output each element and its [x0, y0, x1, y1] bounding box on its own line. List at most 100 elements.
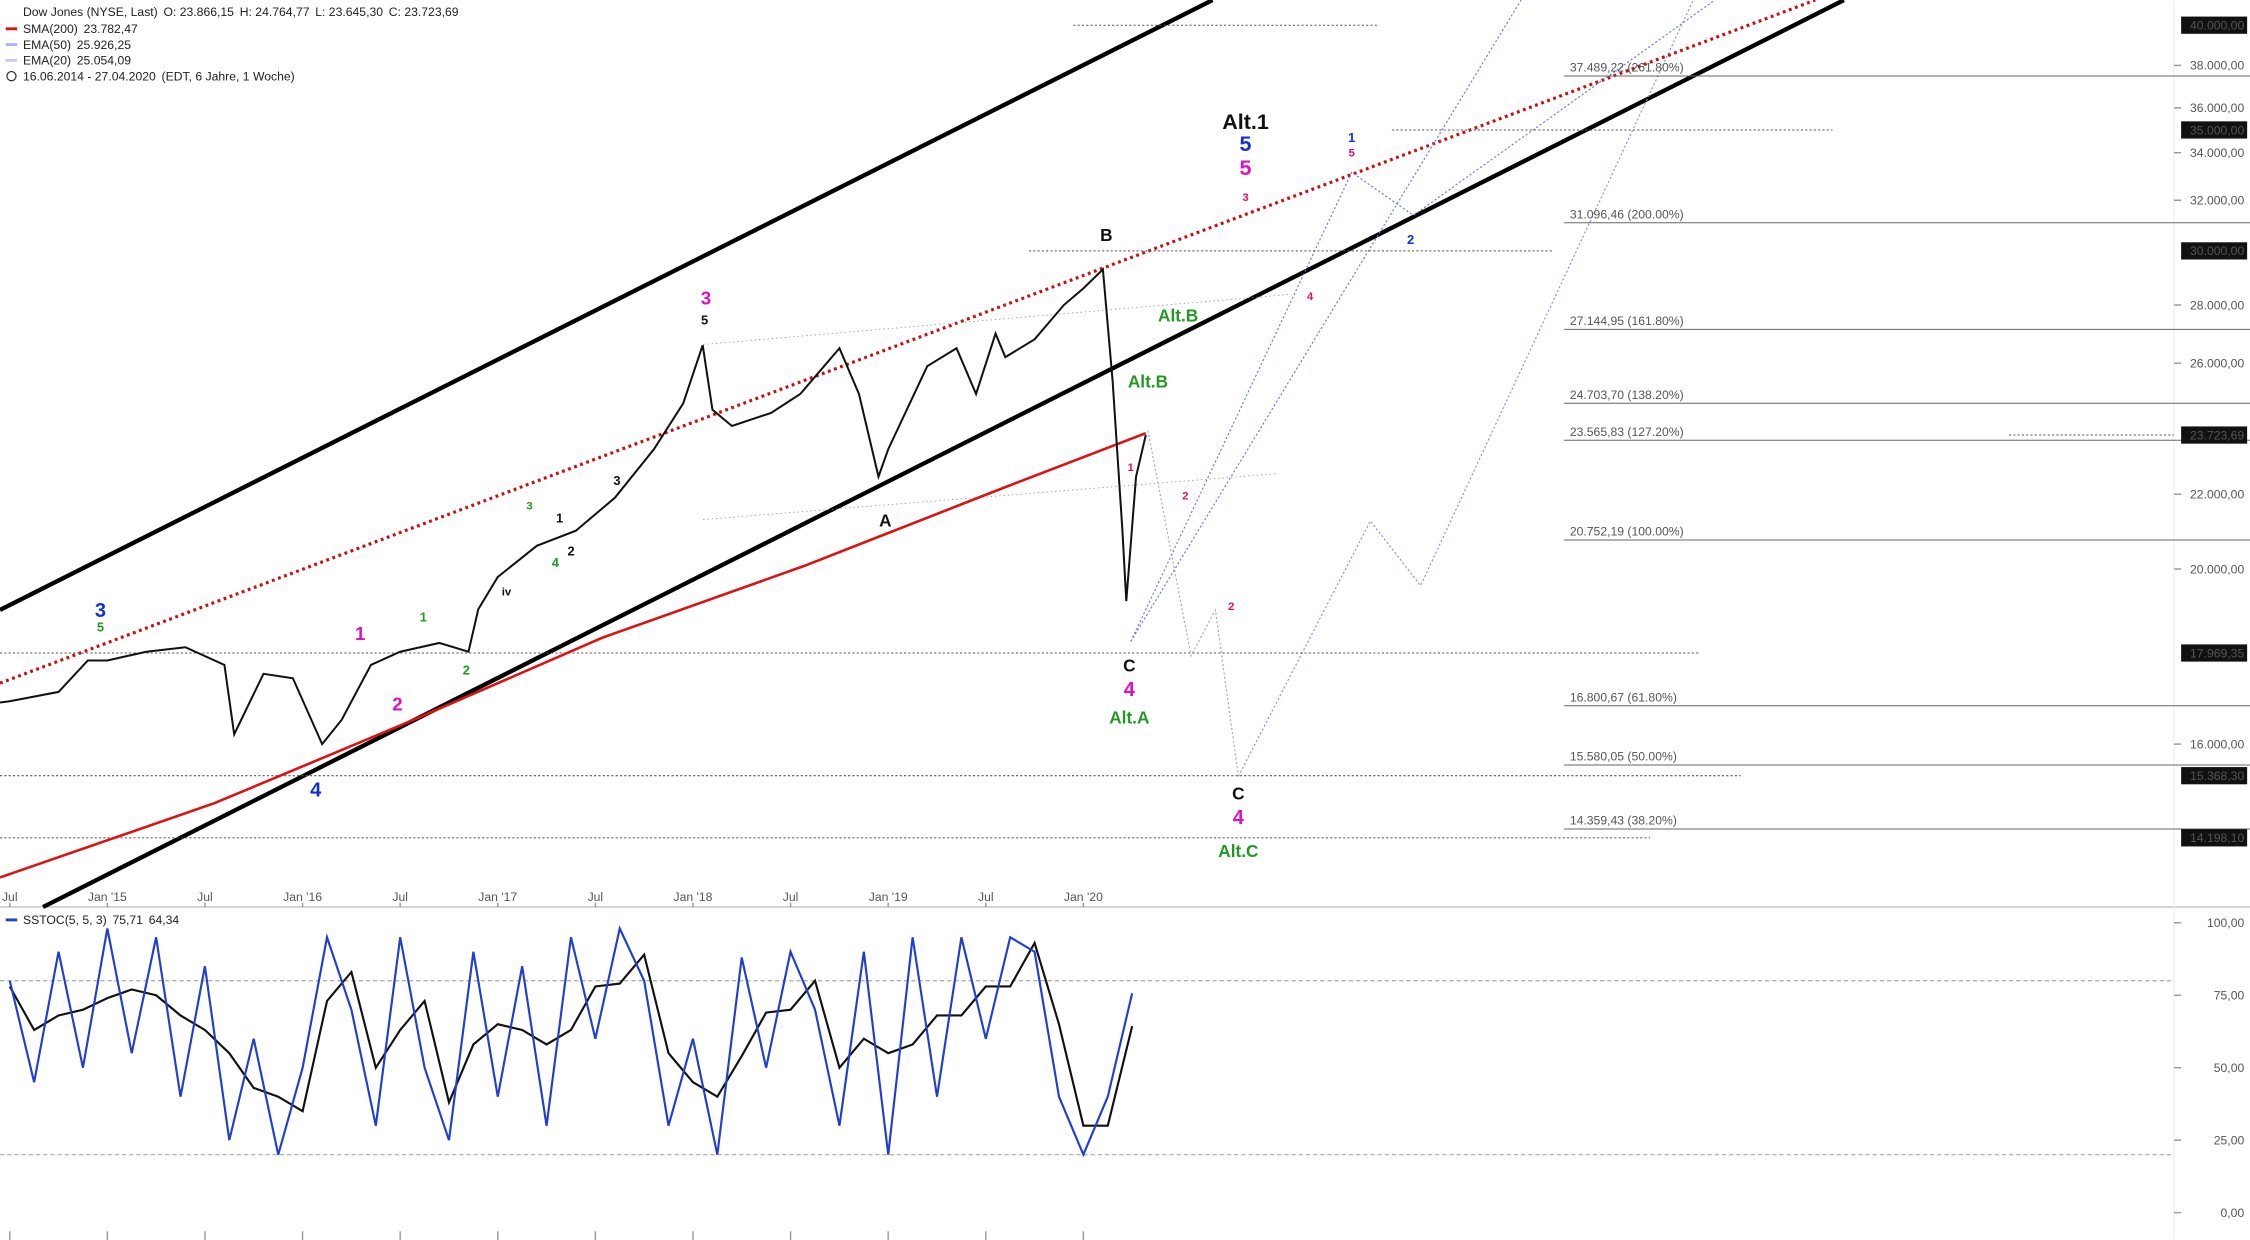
wave-label: 3 — [526, 501, 532, 513]
fib-label: 24.703,70 (138.20%) — [1570, 388, 1684, 402]
wave-label: 2 — [1407, 232, 1414, 247]
stoch-line — [8, 925, 1134, 1158]
x-tick-label: Jan '19 — [869, 890, 908, 904]
level-label: 30.000,00 — [2190, 244, 2244, 258]
fib-label: 27.144,95 (161.80%) — [1570, 314, 1684, 328]
y-tick-label: 22.000,00 — [2190, 488, 2244, 502]
stoch-tick-label: 0,00 — [2221, 1206, 2245, 1220]
wave-label: 1 — [556, 510, 563, 525]
thin-trend — [703, 473, 1278, 520]
projection — [1237, 0, 1694, 777]
wave-label: 2 — [392, 693, 402, 714]
resistance-line — [0, 0, 1816, 685]
wave-label: 4 — [552, 555, 560, 570]
wave-label: 5 — [97, 619, 104, 634]
x-tick-label: Jan '18 — [674, 890, 713, 904]
x-tick-label: Jan '20 — [1064, 890, 1103, 904]
period: 16.06.2014 - 27.04.2020 (EDT, 6 Jahre, 1 … — [23, 69, 295, 83]
wave-label: A — [879, 511, 891, 531]
wave-label: B — [1100, 225, 1112, 245]
stoch-name: SSTOC(5, 5, 3) — [23, 913, 107, 927]
fib-label: 37.489,22 (261.80%) — [1570, 61, 1684, 75]
projection — [1130, 0, 1716, 642]
projection — [1130, 0, 1522, 642]
stoch-d-value: 64,34 — [149, 913, 180, 927]
channel-lower — [42, 0, 1845, 909]
y-tick-label: 34.000,00 — [2190, 146, 2244, 160]
fib-label: 16.800,67 (61.80%) — [1570, 690, 1677, 704]
stoch-tick-label: 100,00 — [2207, 916, 2244, 930]
y-tick-label: 20.000,00 — [2190, 562, 2244, 576]
wave-label: 1 — [420, 609, 427, 624]
legend-value: 25.926,25 — [77, 38, 131, 52]
wave-label: 5 — [1240, 156, 1252, 180]
stoch-tick-label: 75,00 — [2214, 989, 2245, 1003]
x-tick-label: Jul — [978, 890, 994, 904]
level-label: 17.969,35 — [2190, 646, 2244, 660]
level-label: 15.368,30 — [2190, 769, 2244, 783]
x-tick-label: Jan '16 — [283, 890, 322, 904]
wave-label: Alt.B — [1158, 306, 1198, 326]
level-box — [2181, 829, 2248, 847]
y-tick-label: 28.000,00 — [2190, 298, 2244, 312]
x-tick-label: Jan '15 — [88, 890, 127, 904]
wave-label: 3 — [613, 473, 620, 488]
x-tick-label: Jul — [2, 890, 18, 904]
period-range: 16.06.2014 - 27.04.2020 — [23, 69, 156, 83]
price-line — [0, 431, 1147, 879]
level-box — [2181, 121, 2248, 139]
ohlc-high: H: 24.764,77 — [240, 5, 310, 19]
stoch-line — [8, 940, 1134, 1127]
legend-entry: EMA(20) 25.054,09 — [23, 54, 131, 68]
level-label: 35.000,00 — [2190, 123, 2244, 137]
wave-label: 1 — [355, 623, 365, 644]
price-line — [0, 267, 1147, 747]
wave-label: Alt.C — [1218, 841, 1258, 861]
channel-upper — [0, 0, 1214, 612]
legend-value: 23.782,47 — [84, 22, 138, 36]
wave-label: 4 — [310, 779, 322, 801]
wave-label: Alt.1 — [1222, 110, 1269, 134]
instrument-name: Dow Jones (NYSE, Last) — [23, 5, 158, 19]
wave-label: 2 — [1228, 601, 1234, 613]
wave-label: 5 — [1349, 148, 1356, 160]
wave-label: C — [1232, 783, 1244, 803]
stoch-legend: SSTOC(5, 5, 3) 75,71 64,34 — [23, 913, 179, 927]
x-tick-label: Jul — [392, 890, 408, 904]
wave-label: 1 — [1348, 130, 1355, 145]
legend-value: 25.054,09 — [77, 54, 131, 68]
wave-label: 3 — [1242, 192, 1248, 204]
wave-label: 5 — [1240, 132, 1252, 156]
x-tick-label: Jul — [783, 890, 799, 904]
level-box — [2181, 16, 2248, 34]
level-label: 40.000,00 — [2190, 18, 2244, 32]
stoch-k-value: 75,71 — [112, 913, 143, 927]
period-note: (EDT, 6 Jahre, 1 Woche) — [162, 69, 295, 83]
level-label: 14.198,10 — [2190, 831, 2244, 845]
fib-label: 31.096,46 (200.00%) — [1570, 207, 1684, 221]
y-tick-label: 16.000,00 — [2190, 737, 2244, 751]
wave-label: 5 — [701, 312, 708, 327]
ohlc-low: L: 23.645,30 — [315, 5, 383, 19]
legend-name: SMA(200) — [23, 22, 78, 36]
fib-label: 14.359,43 (38.20%) — [1570, 814, 1677, 828]
wave-label: 4 — [1124, 679, 1136, 701]
level-label: 23.723,69 — [2190, 428, 2244, 442]
header-line: Dow Jones (NYSE, Last) O: 23.866,15 H: 24.… — [23, 5, 459, 19]
level-box — [2181, 767, 2248, 785]
x-tick-label: Jul — [197, 890, 213, 904]
x-tick-label: Jan '17 — [478, 890, 517, 904]
wave-label: Alt.B — [1128, 372, 1168, 392]
thin-trend — [703, 293, 1292, 345]
x-tick-label: Jul — [588, 890, 604, 904]
level-box — [2181, 242, 2248, 260]
level-box — [2181, 426, 2248, 444]
legend-name: EMA(20) — [23, 54, 71, 68]
stoch-tick-label: 25,00 — [2214, 1133, 2245, 1147]
legend-entry: EMA(50) 25.926,25 — [23, 38, 131, 52]
wave-label: iv — [502, 587, 512, 599]
